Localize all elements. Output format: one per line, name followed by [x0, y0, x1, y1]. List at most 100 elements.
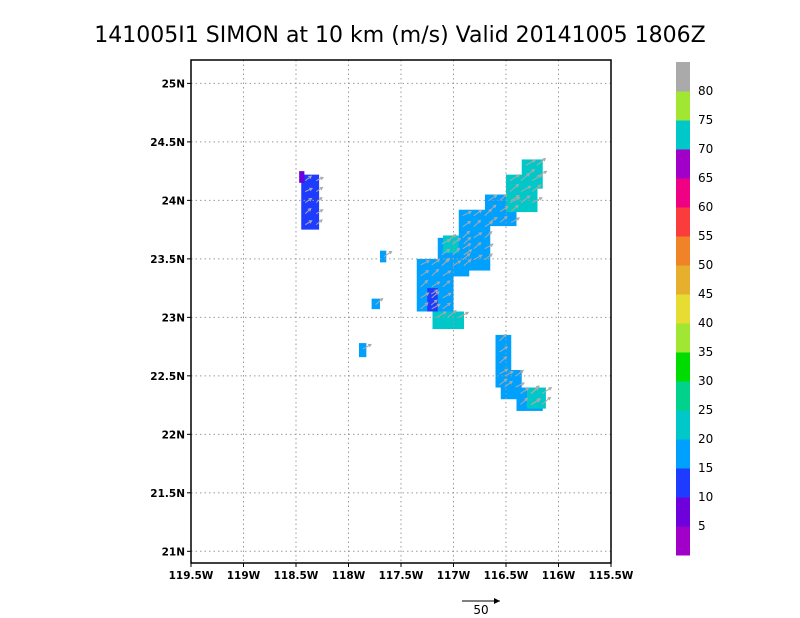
wind-vector [375, 298, 383, 306]
x-tick-label: 119.5W [169, 570, 214, 582]
wind-vector-head [424, 279, 429, 284]
colorbar-label: 10 [698, 490, 713, 504]
colorbar-segment [676, 62, 690, 92]
wind-vector-head [477, 219, 482, 224]
wind-vector [383, 251, 392, 258]
wind-vector [509, 196, 520, 204]
wind-vector [452, 238, 461, 245]
colorbar-label: 65 [698, 171, 713, 185]
wind-vector-head [434, 289, 439, 293]
wind-vector-head [468, 249, 473, 253]
wind-vector-head [308, 197, 313, 202]
wind-vector [430, 299, 438, 306]
wind-vector [473, 219, 481, 228]
colorbar-label: 55 [698, 229, 713, 243]
wind-vector [452, 248, 460, 256]
wind-vector-head [542, 157, 547, 162]
wind-vector-head [457, 260, 462, 264]
wind-vector-head [477, 242, 482, 246]
wind-vector-head [503, 333, 507, 338]
wind-vector [463, 249, 472, 256]
wind-vector-head [436, 303, 441, 308]
wind-vector-head [433, 299, 438, 304]
wind-cell [380, 250, 387, 263]
map-title: 141005I1 SIMON at 10 km (m/s) Valid 2014… [94, 23, 705, 48]
wind-vector-head [516, 217, 520, 221]
wind-vector-head [426, 260, 430, 264]
colorbar-segment [676, 381, 690, 411]
wind-vector-head [478, 232, 483, 236]
wind-vector-head [489, 253, 493, 257]
colorbar-label: 30 [698, 374, 713, 388]
reference-vector-label: 50 [473, 603, 488, 617]
colorbar: 5 10 15 20 25 30 35 40 45 50 55 60 65 70 75 80 [676, 62, 713, 556]
wind-vector [504, 371, 514, 377]
wind-vector-head [319, 186, 324, 191]
colorbar-segment [676, 468, 690, 498]
wind-vector [431, 259, 440, 266]
wind-vector-head [532, 159, 537, 163]
x-tick-label: 116.5W [484, 570, 529, 582]
wind-vector-head [388, 250, 393, 255]
wind-vector [420, 260, 430, 266]
colorbar-segment [676, 265, 690, 295]
wind-cell [427, 288, 438, 312]
wind-vector [315, 219, 323, 226]
wind-vector-head [516, 196, 521, 201]
wind-vector-head [467, 236, 472, 241]
wind-vector-head [446, 257, 451, 262]
wind-vector [499, 216, 508, 223]
colorbar-segment [676, 352, 690, 382]
wind-vector [315, 209, 323, 215]
wind-cell [301, 174, 320, 230]
wind-vector [316, 176, 324, 182]
colorbar-label: 80 [698, 84, 713, 98]
wind-vector-head [525, 387, 530, 392]
wind-vector-head [515, 183, 520, 188]
wind-vector [525, 169, 535, 177]
y-tick-label: 21.5N [150, 488, 185, 500]
colorbar-segment [676, 178, 690, 208]
wind-vector-head [531, 168, 536, 173]
wind-cell [299, 171, 305, 183]
wind-vector [499, 378, 508, 386]
wind-vector [430, 289, 438, 295]
colorbar-label: 60 [698, 200, 713, 214]
wind-vector-head [320, 176, 324, 181]
colorbar-label: 50 [698, 258, 713, 272]
wind-vector [525, 159, 536, 166]
colorbar-label: 75 [698, 113, 713, 127]
x-tick-label: 118W [332, 570, 366, 582]
wind-vector [536, 170, 547, 177]
wind-vector-head [493, 194, 498, 199]
wind-vector [510, 205, 519, 212]
wind-vector [520, 388, 529, 394]
wind-vector-head [492, 204, 497, 209]
y-tick-label: 23.5N [150, 254, 185, 266]
wind-vector-head [307, 207, 312, 212]
wind-vector-head [509, 371, 514, 375]
wind-vector [462, 243, 471, 250]
reference-arrow-head [494, 598, 500, 604]
wind-vector-head [524, 397, 529, 402]
wind-vector [473, 210, 482, 217]
wind-cell [527, 387, 546, 409]
wind-vector-head [452, 234, 457, 238]
wind-cell [432, 311, 464, 330]
wind-vector [531, 197, 543, 204]
wind-vector-head [547, 396, 552, 401]
wind-vector [442, 302, 451, 310]
wind-vector [488, 204, 497, 212]
wind-vector [447, 310, 457, 318]
wind-vector-head [456, 247, 461, 252]
y-tick-label: 25N [162, 78, 185, 90]
wind-vector-head [435, 268, 440, 273]
wind-cell [359, 343, 367, 358]
colorbar-label: 20 [698, 432, 713, 446]
wind-vector [463, 237, 471, 245]
colorbar-label: 45 [698, 287, 713, 301]
x-tick-label: 115.5W [589, 570, 634, 582]
wind-vector [541, 396, 551, 405]
wind-vector-head [493, 217, 498, 221]
y-tick-label: 24N [162, 195, 185, 207]
